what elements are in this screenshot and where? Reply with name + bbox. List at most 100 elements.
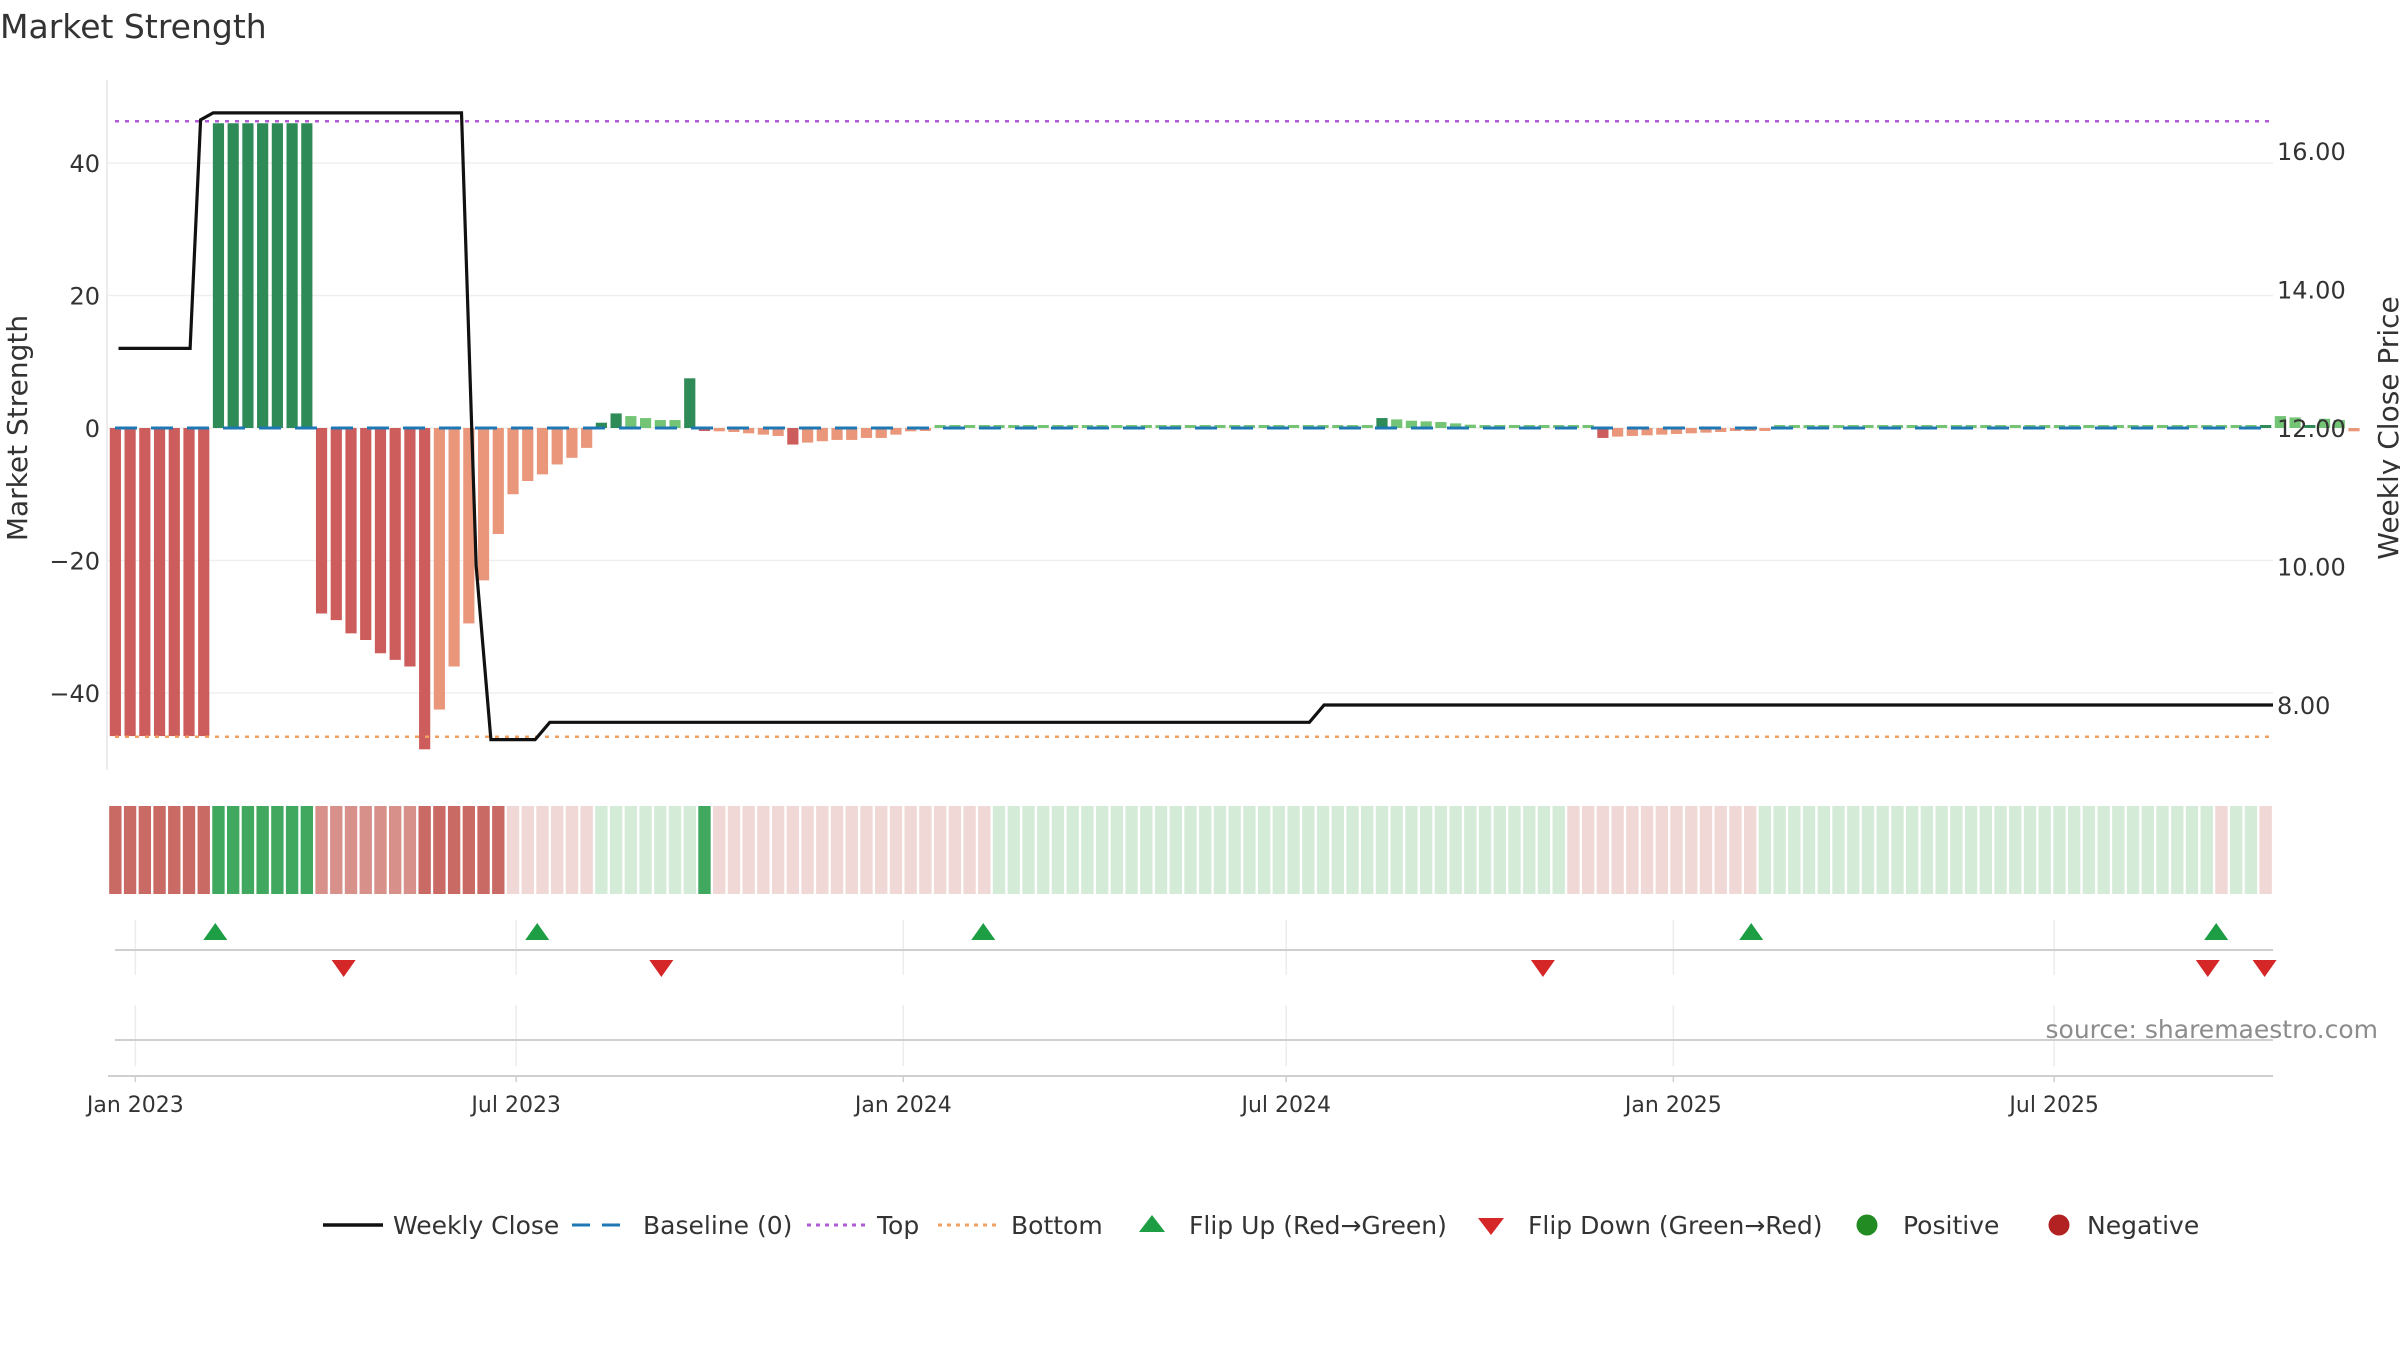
state-band-cell	[551, 806, 564, 894]
strength-bar	[963, 425, 976, 428]
state-band-cell	[2141, 806, 2154, 894]
state-band-cell	[830, 806, 844, 894]
strength-bar	[301, 123, 313, 428]
strength-bar	[433, 428, 445, 710]
strength-bar	[2083, 425, 2095, 428]
state-band-cell	[1390, 806, 1403, 894]
strength-bar	[1435, 422, 1447, 428]
state-band-cell	[2259, 806, 2272, 894]
flip-up-marker	[971, 923, 996, 940]
state-band-cell	[742, 806, 755, 894]
y2-axis-label: Weekly Close Price	[2372, 296, 2400, 559]
price-line-layer	[118, 111, 2273, 742]
legend-label: Top	[876, 1211, 919, 1240]
state-band-cell	[1125, 806, 1138, 894]
strength-bar	[595, 422, 607, 428]
strength-bar	[2112, 425, 2124, 428]
state-band-cell	[1758, 806, 1772, 894]
strength-bar	[581, 428, 593, 448]
state-band-cell	[462, 806, 476, 894]
state-band-cell	[1066, 806, 1079, 894]
state-band-cell	[1154, 806, 1168, 894]
state-band-cell	[860, 806, 873, 894]
strength-bar	[477, 428, 490, 581]
state-band-cell	[2185, 806, 2199, 894]
strength-bar	[139, 428, 151, 737]
flip-markers	[115, 923, 2277, 977]
strength-bar	[2304, 425, 2316, 428]
strength-bar	[890, 428, 902, 435]
state-band-cell	[1847, 806, 1860, 894]
y-tick-label: 20	[69, 283, 100, 311]
state-band-cell	[1994, 806, 2007, 894]
state-band-cell	[639, 806, 652, 894]
strength-bar	[1980, 425, 1992, 428]
state-band-cell	[933, 806, 947, 894]
strength-bar	[404, 428, 416, 667]
strength-bar	[507, 428, 519, 495]
state-band-cell	[168, 806, 181, 894]
state-band-cell	[182, 806, 196, 894]
state-band-cell	[1051, 806, 1065, 894]
flip-up-marker	[2204, 923, 2229, 940]
state-band-cell	[2009, 806, 2022, 894]
state-band-cell	[2053, 806, 2066, 894]
strength-bar	[1391, 419, 1403, 428]
legend-item: Bottom	[938, 1211, 1103, 1240]
state-band-cell	[1611, 806, 1624, 894]
state-band-cell	[1493, 806, 1506, 894]
state-band-cell	[978, 806, 991, 894]
grid-layer	[108, 162, 2273, 1066]
state-band-cell	[845, 806, 858, 894]
state-band-cell	[1419, 806, 1433, 894]
state-band-cell	[1640, 806, 1654, 894]
state-band-cell	[374, 806, 387, 894]
state-band-cell	[771, 806, 785, 894]
state-band-cell	[1316, 806, 1330, 894]
state-band-cell	[580, 806, 593, 894]
strength-bar	[625, 416, 637, 428]
legend-label: Flip Down (Green→Red)	[1528, 1211, 1823, 1240]
legend-label: Baseline (0)	[643, 1211, 792, 1240]
strength-bar	[2318, 418, 2331, 428]
strength-bar	[1538, 425, 1550, 428]
state-band-cell	[1876, 806, 1889, 894]
flip-down-marker	[649, 960, 674, 977]
strength-bar	[271, 123, 283, 428]
state-band-cell	[1714, 806, 1727, 894]
strength-bar	[168, 428, 180, 737]
strength-bar	[492, 428, 504, 534]
state-band-cell	[698, 806, 711, 894]
state-band-cell	[1434, 806, 1448, 894]
state-band-cell	[1729, 806, 1742, 894]
strength-bar	[1361, 425, 1373, 428]
state-band-cell	[477, 806, 490, 894]
strength-bar	[1715, 428, 1727, 432]
strength-bar	[1287, 425, 1300, 428]
state-band-cell	[2097, 806, 2110, 894]
y2-tick-label: 8.00	[2277, 692, 2330, 720]
strength-bar	[1405, 420, 1418, 428]
strength-bar	[1788, 425, 1800, 428]
strength-bar	[330, 428, 342, 621]
state-band-cell	[1331, 806, 1344, 894]
state-band-cell	[271, 806, 284, 894]
state-band-cell	[1449, 806, 1462, 894]
state-band-cell	[816, 806, 829, 894]
strength-bar	[566, 428, 578, 458]
x-tick-label: Jan 2024	[853, 1093, 952, 1118]
strength-bar	[1656, 428, 1668, 435]
lower-panel	[108, 1039, 2273, 1077]
strength-bar	[801, 428, 814, 443]
state-band-cell	[2156, 806, 2169, 894]
legend-item: Top	[807, 1211, 919, 1240]
strength-bar	[536, 428, 549, 475]
state-band-cell	[153, 806, 166, 894]
state-band-cell	[256, 806, 269, 894]
strength-bar	[1420, 421, 1432, 428]
legend-label: Negative	[2087, 1211, 2199, 1240]
state-band-cell	[447, 806, 461, 894]
state-band-cell	[1567, 806, 1580, 894]
legend-item: Positive	[1856, 1211, 1999, 1240]
state-band-cell	[1140, 806, 1153, 894]
